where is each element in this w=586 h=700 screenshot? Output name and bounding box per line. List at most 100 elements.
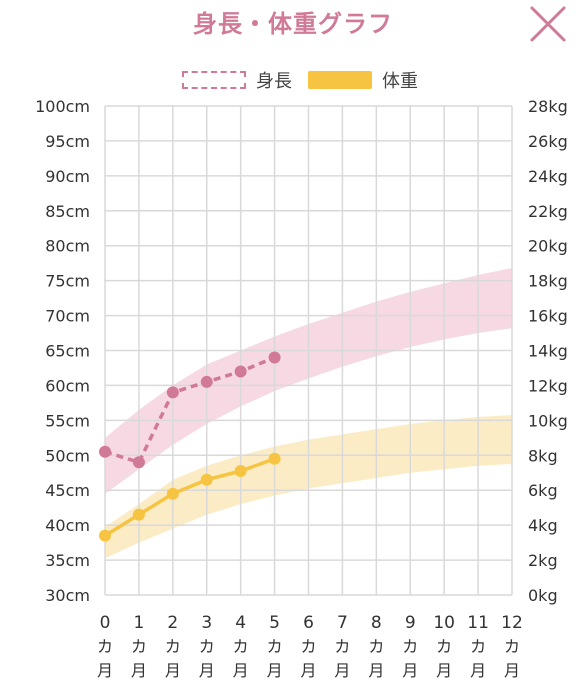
close-icon — [530, 6, 566, 42]
height-reference-band — [105, 268, 512, 494]
x-tick-unit: カ — [436, 637, 452, 656]
weight-data-point — [132, 508, 145, 521]
x-tick-label: 11 — [467, 613, 489, 633]
x-tick-label: 3 — [201, 613, 212, 633]
weight-data-point — [166, 487, 179, 500]
left-tick-label: 40cm — [45, 516, 90, 535]
left-tick-label: 65cm — [45, 342, 90, 361]
right-tick-label: 0kg — [528, 586, 558, 605]
x-tick-unit: 月 — [233, 661, 249, 680]
x-tick-unit: カ — [131, 637, 147, 656]
x-tick-unit: カ — [368, 637, 384, 656]
left-tick-label: 100cm — [35, 97, 90, 116]
right-tick-label: 14kg — [528, 342, 568, 361]
right-tick-label: 18kg — [528, 272, 568, 291]
x-tick-unit: 月 — [267, 661, 283, 680]
x-tick-label: 0 — [100, 613, 111, 633]
x-tick-unit: カ — [334, 637, 350, 656]
legend-item-weight: 体重 — [308, 66, 418, 94]
x-tick-label: 4 — [235, 613, 246, 633]
height-series-line — [104, 355, 276, 465]
x-tick-label: 6 — [303, 613, 314, 633]
legend-item-height: 身長 — [182, 66, 292, 94]
right-tick-label: 4kg — [528, 516, 558, 535]
left-tick-label: 60cm — [45, 376, 90, 395]
left-tick-label: 55cm — [45, 411, 90, 430]
x-tick-label: 2 — [167, 613, 178, 633]
right-tick-label: 20kg — [528, 237, 568, 256]
left-axis-ticks: 30cm 35cm 40cm 45cm 50cm 55cm 60cm 65cm 70cm 75cm… — [35, 97, 90, 605]
x-tick-label: 9 — [405, 613, 416, 633]
page-title: 身長・体重グラフ — [193, 10, 393, 38]
right-tick-label: 28kg — [528, 97, 568, 116]
x-tick-label: 7 — [337, 613, 348, 633]
left-tick-label: 45cm — [45, 481, 90, 500]
x-tick-unit: 月 — [300, 661, 316, 680]
x-tick-unit: カ — [97, 637, 113, 656]
left-tick-label: 30cm — [45, 586, 90, 605]
height-data-point — [166, 386, 179, 399]
x-tick-label: 8 — [371, 613, 382, 633]
right-tick-label: 16kg — [528, 307, 568, 326]
chart-legend: 身長 体重 — [0, 66, 586, 94]
chart-grid — [104, 105, 513, 596]
left-tick-label: 70cm — [45, 307, 90, 326]
right-tick-label: 10kg — [528, 411, 568, 430]
right-tick-label: 26kg — [528, 132, 568, 151]
x-tick-unit: 月 — [504, 661, 520, 680]
header: 身長・体重グラフ — [0, 0, 586, 46]
close-button[interactable] — [528, 6, 568, 42]
height-data-point — [234, 365, 247, 378]
left-tick-label: 85cm — [45, 202, 90, 221]
x-tick-unit: 月 — [165, 661, 181, 680]
x-tick-unit: 月 — [470, 661, 486, 680]
x-tick-unit: カ — [233, 637, 249, 656]
x-tick-label: 10 — [433, 613, 455, 633]
weight-reference-band — [105, 415, 512, 559]
right-tick-label: 2kg — [528, 551, 558, 570]
height-data-point — [99, 445, 111, 458]
weight-data-point — [268, 452, 281, 465]
x-tick-unit: カ — [199, 637, 215, 656]
left-tick-label: 75cm — [45, 272, 90, 291]
left-tick-label: 50cm — [45, 446, 90, 465]
weight-data-point — [234, 465, 247, 478]
legend-swatch-height — [182, 71, 246, 89]
x-tick-label: 1 — [134, 613, 145, 633]
x-tick-label: 5 — [269, 613, 280, 633]
x-tick-unit: カ — [165, 637, 181, 656]
left-tick-label: 35cm — [45, 551, 90, 570]
x-tick-unit: 月 — [436, 661, 452, 680]
right-tick-label: 12kg — [528, 376, 568, 395]
x-tick-label: 12 — [501, 613, 523, 633]
x-tick-unit: 月 — [199, 661, 215, 680]
reference-bands — [105, 268, 512, 559]
right-tick-label: 24kg — [528, 167, 568, 186]
right-tick-label: 6kg — [528, 481, 558, 500]
chart-series — [99, 351, 281, 542]
x-tick-unit: 月 — [334, 661, 350, 680]
left-tick-label: 95cm — [45, 132, 90, 151]
height-data-point — [268, 351, 281, 364]
weight-data-point — [200, 473, 213, 486]
x-tick-unit: カ — [470, 637, 486, 656]
x-tick-unit: カ — [300, 637, 316, 656]
x-tick-unit: 月 — [97, 661, 113, 680]
weight-series-line — [104, 457, 276, 538]
x-tick-unit: 月 — [131, 661, 147, 680]
x-tick-unit: カ — [402, 637, 418, 656]
legend-swatch-weight — [308, 71, 372, 89]
legend-label-height: 身長 — [256, 71, 292, 92]
legend-label-weight: 体重 — [382, 71, 418, 92]
x-tick-unit: 月 — [402, 661, 418, 680]
x-tick-unit: 月 — [368, 661, 384, 680]
x-axis-ticks: 0 カ月 1 カ月 2 カ月 3 カ月 4 カ月 5 カ月 6 カ月 7 カ月 8 カ月 9 カ月 10 カ月 11 カ月 12… — [97, 613, 523, 680]
height-data-point — [200, 375, 213, 388]
height-data-point — [132, 456, 145, 469]
left-tick-label: 80cm — [45, 237, 90, 256]
x-tick-unit: カ — [504, 637, 520, 656]
right-tick-label: 8kg — [528, 446, 558, 465]
left-tick-label: 90cm — [45, 167, 90, 186]
right-tick-label: 22kg — [528, 202, 568, 221]
